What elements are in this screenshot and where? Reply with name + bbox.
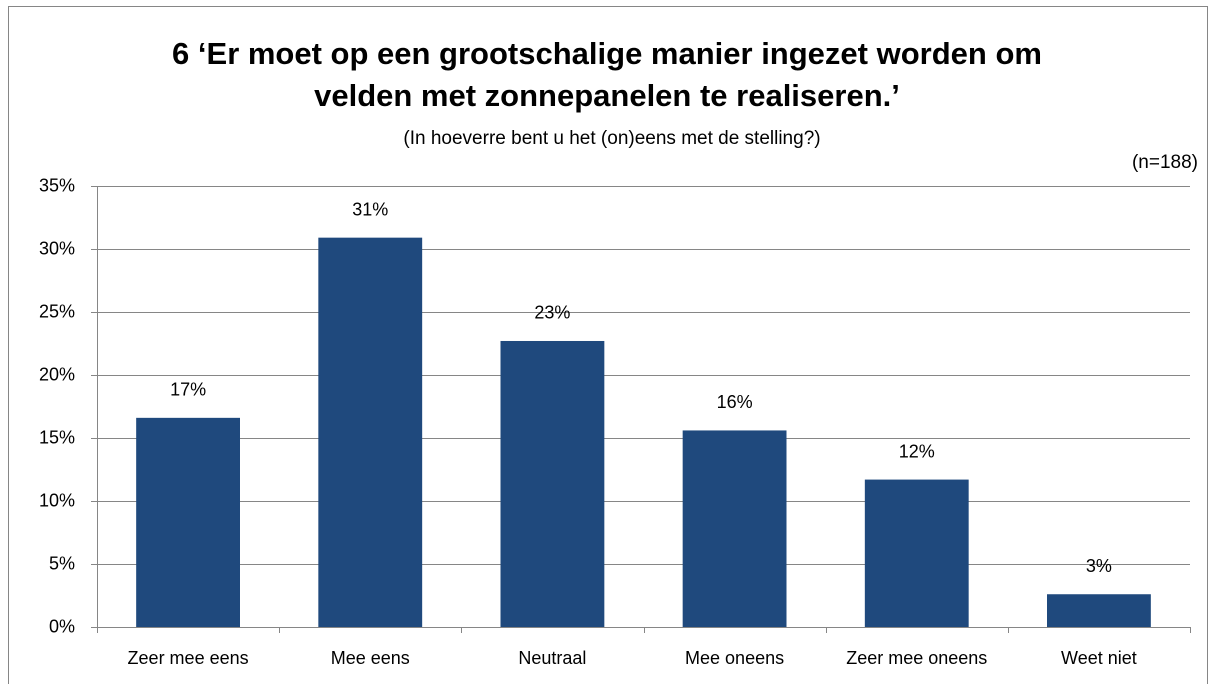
chart-frame: [8, 6, 1208, 684]
chart-title: 6 ‘Er moet op een grootschalige manier i…: [172, 36, 1042, 71]
y-tick-label: 5%: [49, 553, 75, 573]
y-tick-label: 15%: [39, 427, 75, 447]
y-tick-label: 25%: [39, 301, 75, 321]
y-tick-label: 35%: [39, 175, 75, 195]
bar: [864, 479, 969, 627]
y-tick-label: 30%: [39, 238, 75, 258]
bar: [682, 430, 787, 627]
y-tick-label: 0%: [49, 616, 75, 636]
x-tick-label: Zeer mee oneens: [846, 648, 987, 668]
annotation: (n=188): [1132, 152, 1198, 173]
data-label: 12%: [899, 441, 935, 461]
bar: [500, 340, 605, 627]
y-tick-label: 10%: [39, 490, 75, 510]
x-tick-label: Weet niet: [1061, 648, 1137, 668]
data-label: 31%: [352, 199, 388, 219]
x-tick-label: Zeer mee eens: [128, 648, 249, 668]
x-tick-label: Neutraal: [518, 648, 586, 668]
x-tick-label: Mee oneens: [685, 648, 784, 668]
data-label: 16%: [717, 392, 753, 412]
data-label: 23%: [534, 303, 570, 323]
chart-title: velden met zonnepanelen te realiseren.’: [314, 78, 900, 113]
data-label: 3%: [1086, 556, 1112, 576]
data-label: 17%: [170, 380, 206, 400]
x-tick-label: Mee eens: [331, 648, 410, 668]
chart-subtitle: (In hoeverre bent u het (on)eens met de …: [403, 128, 820, 149]
bar: [1046, 594, 1151, 627]
bar: [318, 237, 423, 627]
bar: [136, 417, 241, 627]
y-tick-label: 20%: [39, 364, 75, 384]
